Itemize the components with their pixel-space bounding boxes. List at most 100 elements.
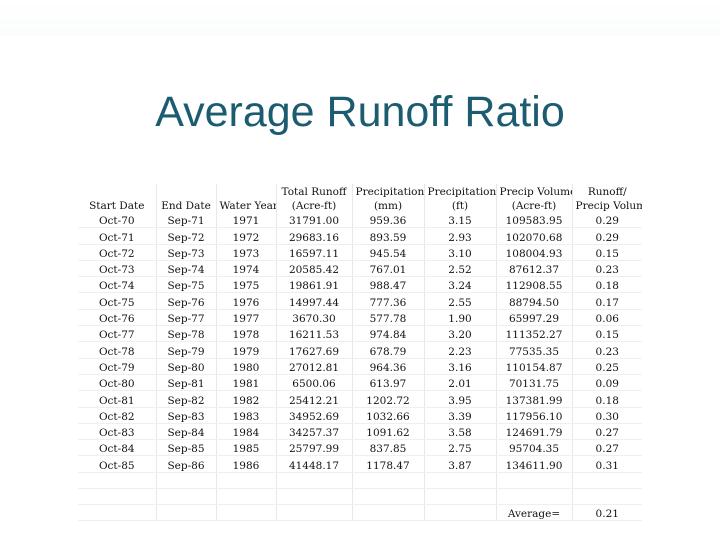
- table-row-cell: Oct-73: [78, 260, 157, 278]
- table-row-cell: 767.01: [352, 260, 425, 278]
- table-row: Oct-75 Sep-76 1976 14997.44 777.36 2.55 88794.…: [78, 292, 642, 310]
- table-row-cell: 1978: [216, 325, 277, 343]
- table-row: Oct-80 Sep-81 1981 6500.06 613.97 2.01 70131.7…: [78, 374, 642, 392]
- table-row-cell: 3.20: [424, 325, 497, 343]
- blank-row-cell: [78, 488, 157, 505]
- table-row-cell: 0.09: [572, 374, 642, 392]
- blank-row-cell: [216, 488, 277, 505]
- table-row-cell: 1981: [216, 374, 277, 392]
- table-row-cell: 137381.99: [496, 390, 573, 408]
- table-row-cell: 2.93: [424, 227, 497, 245]
- table-row-cell: 77535.35: [496, 341, 573, 359]
- table-row-cell: 112908.55: [496, 276, 573, 294]
- table-row-cell: 0.23: [572, 341, 642, 359]
- blank-row-cell: [78, 472, 157, 489]
- table-row-cell: 0.31: [572, 455, 642, 473]
- header-row-1-cell: [156, 184, 217, 198]
- table-row-cell: Oct-80: [78, 374, 157, 392]
- table-row-cell: 0.18: [572, 276, 642, 294]
- table-row-cell: Sep-76: [156, 292, 217, 310]
- header-row-2-cell: End Date: [156, 198, 217, 212]
- table-row-cell: 3.24: [424, 276, 497, 294]
- blank-row-cell: [156, 472, 217, 489]
- blank-row-cell: [572, 472, 642, 489]
- table-row-cell: 2.55: [424, 292, 497, 310]
- table-row-cell: Sep-77: [156, 309, 217, 327]
- table-row-cell: 1974: [216, 260, 277, 278]
- table-row-cell: 0.06: [572, 309, 642, 327]
- header-row-2-cell: (mm): [352, 198, 425, 212]
- average-row-cell: [352, 504, 425, 522]
- table-row-cell: Oct-70: [78, 212, 157, 229]
- table-row-cell: 0.15: [572, 244, 642, 261]
- table-row-cell: Sep-74: [156, 260, 217, 278]
- table-row-cell: Oct-77: [78, 325, 157, 343]
- table-row-cell: 613.97: [352, 374, 425, 392]
- header-row-2-cell: (ft): [424, 198, 497, 212]
- table-row-cell: 3.58: [424, 423, 497, 441]
- blank-row-cell: [156, 488, 217, 505]
- top-band: [0, 0, 720, 36]
- blank-row: [78, 472, 642, 489]
- table-row-cell: 6500.06: [276, 374, 353, 392]
- blank-row-cell: [424, 472, 497, 489]
- table-row-cell: Sep-84: [156, 423, 217, 441]
- table-row-cell: Sep-75: [156, 276, 217, 294]
- table-row: Oct-77 Sep-78 1978 16211.53 974.84 3.20 111352…: [78, 325, 642, 343]
- average-row-cell: Average=: [496, 504, 573, 522]
- blank-row-cell: [352, 488, 425, 505]
- table-row-cell: Oct-72: [78, 244, 157, 261]
- table-row: Oct-85 Sep-86 1986 41448.17 1178.47 3.87 13461…: [78, 455, 642, 473]
- table-row-cell: Sep-82: [156, 390, 217, 408]
- table-row-cell: 124691.79: [496, 423, 573, 441]
- table-row: Oct-78 Sep-79 1979 17627.69 678.79 2.23 77535.…: [78, 341, 642, 359]
- page-title: Average Runoff Ratio: [155, 88, 565, 136]
- blank-row-cell: [216, 472, 277, 489]
- table-row-cell: 3.39: [424, 407, 497, 424]
- header-row-2-cell: (Acre-ft): [496, 198, 573, 212]
- table-row-cell: Oct-83: [78, 423, 157, 441]
- table-row-cell: Sep-73: [156, 244, 217, 261]
- table-row-cell: 29683.16: [276, 227, 353, 245]
- table-row: Oct-81 Sep-82 1982 25412.21 1202.72 3.95 13738…: [78, 390, 642, 408]
- table-row: Oct-70 Sep-71 1971 31791.00 959.36 3.15 109583…: [78, 212, 642, 229]
- table-row-cell: Oct-75: [78, 292, 157, 310]
- average-row-cell: [78, 504, 157, 522]
- table-row-cell: 1980: [216, 358, 277, 375]
- table-row: Oct-79 Sep-80 1980 27012.81 964.36 3.16 110154…: [78, 358, 642, 375]
- table-row-cell: 19861.91: [276, 276, 353, 294]
- table-row-cell: 16597.11: [276, 244, 353, 261]
- table-row-cell: 0.17: [572, 292, 642, 310]
- blank-row-cell: [496, 488, 573, 505]
- table-row-cell: Sep-83: [156, 407, 217, 424]
- table-row-cell: 25797.99: [276, 439, 353, 457]
- table-row-cell: 1202.72: [352, 390, 425, 408]
- table-row-cell: 2.75: [424, 439, 497, 457]
- table-row-cell: Sep-85: [156, 439, 217, 457]
- table-row-cell: 108004.93: [496, 244, 573, 261]
- table-row-cell: Oct-81: [78, 390, 157, 408]
- header-row-1-cell: Runoff/: [587, 186, 627, 198]
- table-row-cell: 837.85: [352, 439, 425, 457]
- table-row-cell: 964.36: [352, 358, 425, 375]
- table-row-cell: 974.84: [352, 325, 425, 343]
- table-row-cell: 0.18: [572, 390, 642, 408]
- table-row-cell: 1973: [216, 244, 277, 261]
- table-row-cell: 117956.10: [496, 407, 573, 424]
- table-row-cell: 134611.90: [496, 455, 573, 473]
- table-row-cell: Oct-82: [78, 407, 157, 424]
- table-row-cell: 1975: [216, 276, 277, 294]
- table-row-cell: 1982: [216, 390, 277, 408]
- table-row-cell: 1178.47: [352, 455, 425, 473]
- table-row-cell: 2.52: [424, 260, 497, 278]
- table-row-cell: 3.16: [424, 358, 497, 375]
- average-row: Average= 0.21: [78, 504, 642, 522]
- table-row-cell: 34257.37: [276, 423, 353, 441]
- table-row-cell: Sep-81: [156, 374, 217, 392]
- header-row-2-cell: (Acre-ft): [276, 198, 353, 212]
- table-row-cell: 0.29: [572, 227, 642, 245]
- table-row-cell: 0.29: [572, 212, 642, 229]
- table-row-cell: 0.27: [572, 423, 642, 441]
- table-row-cell: 3.15: [424, 212, 497, 229]
- header-row-1-cell: Precipitation: [352, 184, 425, 198]
